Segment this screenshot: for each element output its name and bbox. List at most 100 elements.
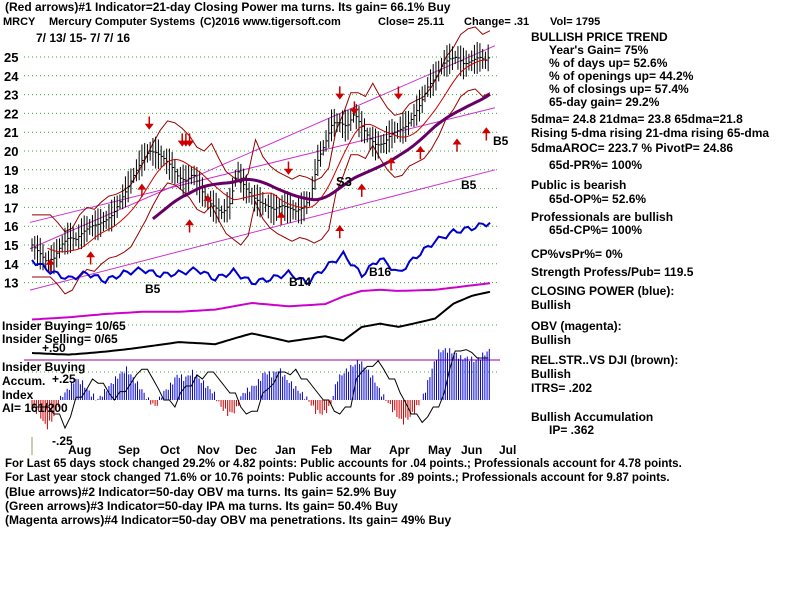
price-tick-25: 25	[4, 50, 18, 65]
price-tick-19: 19	[4, 163, 18, 178]
month-label-may: May	[428, 443, 452, 457]
pr-65-day: 65d-PR%= 100%	[549, 158, 643, 172]
bottom-indicator3: (Green arrows)#3 Indicator=50-day IPA ma…	[5, 499, 398, 513]
buy-arrow	[357, 183, 367, 197]
bottom-65-day-summary: For Last 65 days stock changed 29.2% or …	[5, 458, 682, 470]
accum-label: Accum.	[2, 374, 46, 388]
signal-arrows	[45, 86, 491, 273]
dma-rising: Rising 5-dma rising 21-dma rising 65-dma	[531, 126, 770, 140]
upper-channel	[29, 45, 496, 250]
header-close: Close= 25.11	[378, 16, 445, 28]
price-tick-20: 20	[4, 144, 18, 159]
header-company: Mercury Computer Systems	[49, 16, 196, 28]
header-date-range: 7/ 13/ 15- 7/ 7/ 16	[36, 31, 131, 45]
price-tick-24: 24	[4, 69, 19, 84]
header-copyright: (C)2016 www.tigersoft.com	[200, 16, 341, 28]
dma-aroc: 5dmaAROC= 223.7 % PivotP= 24.86	[531, 141, 734, 155]
professionals-status: Professionals are bullish	[531, 210, 674, 224]
signal-label-b16: B16	[369, 265, 392, 279]
years-gain: Year's Gain= 75%	[549, 43, 649, 57]
accumulation-histogram	[31, 348, 490, 430]
buy-arrow	[45, 258, 55, 273]
price-tick-14: 14	[4, 257, 19, 272]
relstr-label: REL.STR..VS DJI (brown):	[531, 353, 679, 367]
buy-arrow	[335, 224, 345, 239]
buy-arrow	[481, 127, 491, 141]
month-label-jul: Jul	[499, 443, 516, 457]
obv-line	[31, 282, 491, 321]
header-change: Change= .31	[464, 16, 530, 28]
strength-ratio: Strength Profess/Pub= 119.5	[531, 265, 694, 279]
price-tick-13: 13	[4, 276, 18, 291]
sell-arrow	[335, 86, 345, 100]
accum-ma-line	[32, 349, 489, 430]
month-label-aug: Aug	[68, 443, 91, 457]
buy-arrow	[203, 194, 213, 209]
closing-power-line	[31, 221, 491, 286]
trend-channels	[29, 45, 496, 291]
public-status: Public is bearish	[531, 178, 627, 192]
month-label-apr: Apr	[389, 443, 410, 457]
price-tick-18: 18	[4, 182, 18, 197]
closing-power-status: Bullish	[531, 298, 572, 312]
buy-arrow	[415, 145, 425, 160]
buy-arrow	[452, 138, 462, 152]
insider-buying-count: Insider Buying= 10/65	[2, 319, 126, 333]
header-symbol: MRCY	[3, 16, 36, 28]
sell-arrow	[144, 116, 154, 130]
month-axis: Aug Sep Oct Nov Dec Jan Feb Mar Apr May Jun Jul	[68, 443, 516, 457]
sell-arrow	[185, 133, 195, 147]
openings-up: % of openings up= 44.2%	[549, 69, 694, 83]
buy-arrow	[276, 211, 286, 226]
month-label-dec: Dec	[235, 443, 257, 457]
price-tick-21: 21	[4, 125, 18, 140]
bottom-indicator4: (Magenta arrows)#4 Indicator=50-day OBV …	[5, 513, 452, 527]
accumulation-label: Bullish Accumulation	[531, 410, 654, 424]
ip-value: IP= .362	[549, 423, 595, 437]
signal-label-b14: B14	[289, 275, 312, 289]
sell-arrow	[349, 101, 359, 115]
dma-values: 5dma= 24.8 21dma= 23.8 65dma=21.8	[531, 112, 743, 126]
cp-65-day: 65d-CP%= 100%	[549, 223, 643, 237]
month-label-jan: Jan	[275, 443, 296, 457]
ma-65-line	[151, 93, 491, 220]
itrs-value: ITRS= .202	[531, 381, 593, 395]
price-tick-17: 17	[4, 200, 18, 215]
ai-value: AI= 161/200	[2, 401, 68, 415]
price-axis-ticks: 13 14 15 16 17 18 19 20 21 22 23 24 25	[4, 50, 19, 291]
lower-band	[32, 88, 491, 295]
month-label-sep: Sep	[118, 443, 140, 457]
insider-buying-label: Insider Buying	[2, 360, 86, 374]
moving-averages	[47, 59, 491, 253]
obv-label: OBV (magenta):	[531, 319, 622, 333]
relstr-status: Bullish	[531, 367, 572, 381]
header-indicator1: (Red arrows)#1 Indicator=21-day Closing …	[5, 0, 451, 14]
buy-arrow	[386, 157, 396, 171]
month-label-nov: Nov	[197, 443, 220, 457]
price-tick-16: 16	[4, 219, 18, 234]
month-label-mar: Mar	[350, 443, 372, 457]
upper-band	[32, 26, 491, 233]
signal-label-b5b: B5	[461, 178, 477, 192]
trend-title: BULLISH PRICE TREND	[531, 30, 668, 44]
ma-21-line	[47, 59, 488, 253]
price-tick-22: 22	[4, 106, 18, 121]
price-bars	[31, 41, 491, 275]
signal-label-b5c: B5	[145, 282, 161, 296]
buy-arrow	[86, 251, 96, 265]
price-bands	[32, 26, 491, 295]
obv-status: Bullish	[531, 333, 572, 347]
signal-label-s3: S3	[336, 174, 352, 189]
closing-power-line	[31, 221, 491, 286]
month-label-oct: Oct	[160, 443, 180, 457]
relstr-line	[31, 290, 491, 356]
sell-arrow	[393, 86, 403, 100]
month-label-feb: Feb	[311, 443, 332, 457]
bottom-year-summary: For Last year stock changed 71.6% or 10.…	[5, 472, 670, 484]
indicator-lines	[31, 282, 491, 356]
accum-scale-plus50: +.50	[42, 341, 66, 355]
month-label-jun: Jun	[461, 443, 482, 457]
sell-arrow	[283, 161, 293, 175]
accum-scale-minus25: -.25	[52, 434, 73, 448]
